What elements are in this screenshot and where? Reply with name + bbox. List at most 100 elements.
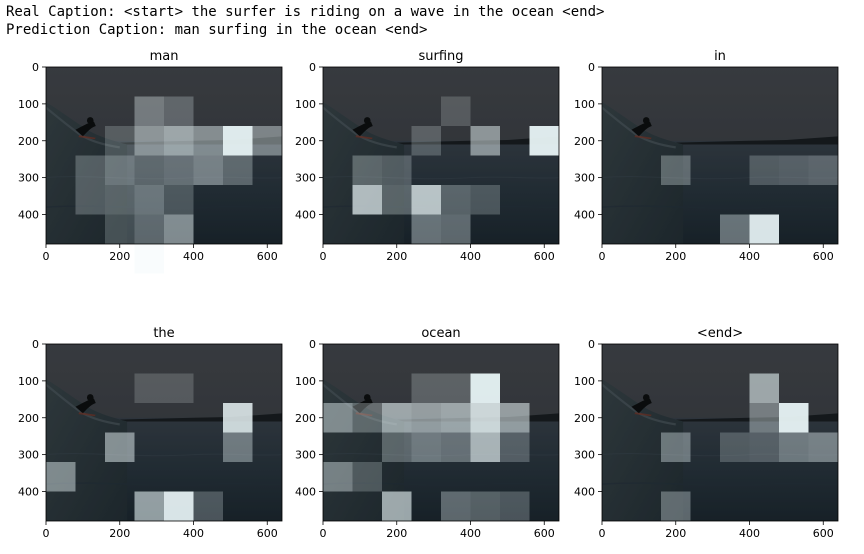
y-tick-label: 0 <box>32 61 39 74</box>
x-tick-label: 200 <box>386 250 407 263</box>
y-tick-label: 100 <box>18 98 39 111</box>
x-tick-label: 0 <box>599 250 606 263</box>
y-tick-label: 400 <box>574 209 595 222</box>
attention-cell <box>441 185 471 215</box>
attention-cell <box>411 126 441 156</box>
attention-cell <box>749 214 779 244</box>
y-tick-label: 300 <box>295 449 316 462</box>
x-tick-label: 600 <box>813 250 834 263</box>
attention-cell <box>411 185 441 215</box>
heatmap-panel: 0 100 200 300 400 0 200 400 600 man <box>18 49 283 274</box>
attention-cell <box>529 126 559 156</box>
heatmap-panel: 0 100 200 300 400 0 200 400 600 the <box>18 326 283 540</box>
attention-cell <box>105 185 135 215</box>
attention-cell <box>661 432 691 462</box>
panel-title: <end> <box>697 326 743 341</box>
y-tick-label: 100 <box>295 98 316 111</box>
y-tick-label: 0 <box>32 338 39 351</box>
attention-cell <box>193 126 223 156</box>
y-tick-label: 200 <box>295 135 316 148</box>
heatmap-panel: 0 100 200 300 400 0 200 400 600 in <box>574 49 839 263</box>
attention-cell <box>164 126 194 156</box>
x-tick-label: 200 <box>665 250 686 263</box>
x-tick-label: 600 <box>534 527 555 540</box>
attention-cell <box>779 403 809 433</box>
x-tick-label: 0 <box>43 527 50 540</box>
attention-cell <box>470 403 500 433</box>
y-tick-label: 400 <box>18 209 39 222</box>
y-tick-label: 300 <box>295 172 316 185</box>
axes-frame <box>45 343 283 522</box>
y-tick-label: 200 <box>574 135 595 148</box>
axes-frame <box>601 66 839 245</box>
axes-frame <box>601 343 839 522</box>
panel-title: in <box>714 49 726 64</box>
attention-cell <box>134 155 164 185</box>
attention-cell <box>441 432 471 462</box>
heatmap-panel: 0 100 200 300 400 0 200 400 600 surfing <box>295 49 560 263</box>
x-tick-label: 0 <box>320 250 327 263</box>
x-tick-label: 0 <box>43 250 50 263</box>
y-tick-label: 300 <box>18 172 39 185</box>
y-tick-label: 400 <box>295 209 316 222</box>
attention-cell <box>134 126 164 156</box>
x-tick-label: 400 <box>460 527 481 540</box>
x-tick-label: 400 <box>460 250 481 263</box>
attention-cell <box>105 155 135 185</box>
attention-cell <box>441 403 471 433</box>
attention-cell <box>323 462 353 492</box>
y-tick-label: 200 <box>574 412 595 425</box>
attention-cell <box>164 96 194 126</box>
y-tick-label: 0 <box>588 61 595 74</box>
heatmap-panel: 0 100 200 300 400 0 200 400 600 <end> <box>574 326 839 540</box>
attention-cell <box>500 432 530 462</box>
axes-frame <box>45 66 283 245</box>
y-tick-label: 200 <box>18 412 39 425</box>
x-tick-label: 400 <box>739 250 760 263</box>
attention-cell <box>223 155 253 185</box>
attention-cell <box>749 432 779 462</box>
attention-cell <box>411 432 441 462</box>
attention-cell <box>164 155 194 185</box>
attention-cell <box>223 432 253 462</box>
attention-cell <box>75 185 105 215</box>
y-tick-label: 300 <box>18 449 39 462</box>
photo-dim-overlay <box>602 67 838 244</box>
y-tick-label: 400 <box>574 486 595 499</box>
attention-cell <box>323 403 353 433</box>
y-tick-label: 400 <box>295 486 316 499</box>
attention-cell <box>252 126 282 156</box>
attention-cell <box>105 214 135 244</box>
real-caption: Real Caption: <start> the surfer is ridi… <box>6 4 605 20</box>
x-tick-label: 0 <box>320 527 327 540</box>
attention-cell <box>779 432 809 462</box>
y-tick-label: 200 <box>18 135 39 148</box>
attention-cell <box>720 432 750 462</box>
attention-cell <box>382 185 412 215</box>
attention-cell <box>193 155 223 185</box>
attention-cell <box>134 96 164 126</box>
attention-cell <box>164 185 194 215</box>
y-tick-label: 0 <box>309 338 316 351</box>
attention-cell <box>134 185 164 215</box>
attention-cell <box>382 432 412 462</box>
attention-cell <box>382 155 412 185</box>
attention-cell <box>661 491 691 521</box>
attention-cell <box>411 403 441 433</box>
x-tick-label: 400 <box>183 250 204 263</box>
x-tick-label: 600 <box>534 250 555 263</box>
attention-cell <box>164 373 194 403</box>
attention-cell <box>223 403 253 433</box>
attention-cell <box>352 155 382 185</box>
attention-cell <box>441 214 471 244</box>
axes-frame <box>322 66 560 245</box>
panel-title: the <box>153 326 174 341</box>
attention-cell <box>808 155 838 185</box>
attention-cell <box>470 373 500 403</box>
y-tick-label: 300 <box>574 449 595 462</box>
x-tick-label: 600 <box>257 250 278 263</box>
panel-title: ocean <box>421 326 460 341</box>
attention-cell <box>411 373 441 403</box>
attention-cell <box>500 403 530 433</box>
